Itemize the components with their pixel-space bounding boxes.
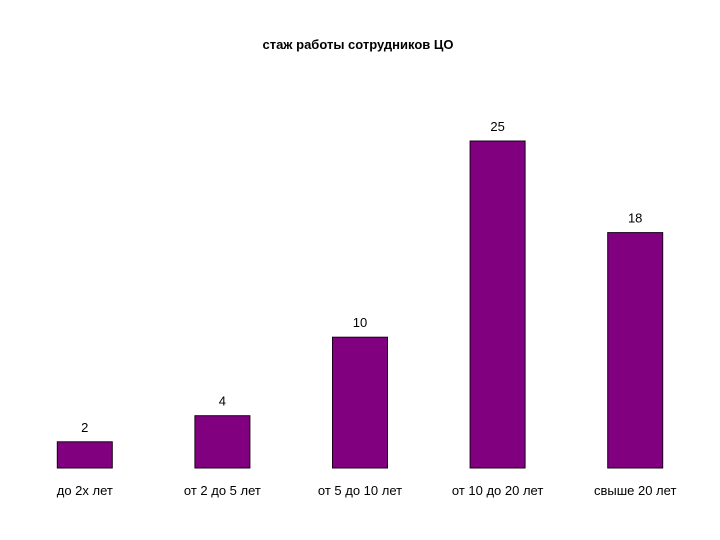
category-label-3: от 10 до 20 лет <box>452 483 543 498</box>
bar-0 <box>56 441 113 469</box>
category-label-0: до 2х лет <box>57 483 113 498</box>
data-label-2: 10 <box>353 315 367 330</box>
category-labels-group: до 2х лет от 2 до 5 лет от 5 до 10 лет от 1… <box>57 483 677 498</box>
data-labels-group: 2 4 10 25 18 <box>81 119 642 435</box>
chart-title: стаж работы сотрудников ЦО <box>262 37 453 52</box>
category-label-1: от 2 до 5 лет <box>184 483 261 498</box>
bar-3 <box>469 140 526 469</box>
bar-1 <box>194 415 251 469</box>
category-label-4: свыше 20 лет <box>594 483 676 498</box>
data-label-4: 18 <box>628 211 642 226</box>
data-label-3: 25 <box>490 119 504 134</box>
bar-4 <box>607 232 664 469</box>
bar-2 <box>332 336 388 469</box>
category-label-2: от 5 до 10 лет <box>318 483 402 498</box>
bars-group <box>56 140 664 469</box>
data-label-0: 2 <box>81 420 88 435</box>
data-label-1: 4 <box>219 394 226 409</box>
